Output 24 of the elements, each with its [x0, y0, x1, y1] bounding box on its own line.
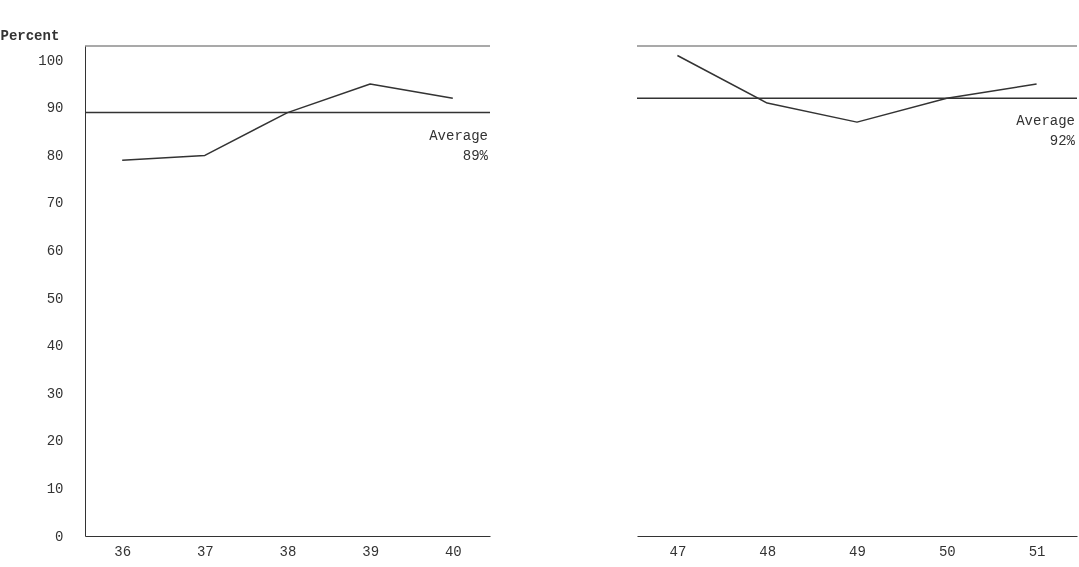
- x-tick-label: 51: [1028, 543, 1046, 560]
- y-axis-title: Percent: [0, 27, 60, 44]
- x-tick-label: 38: [279, 543, 297, 560]
- y-tick-label: 40: [46, 338, 64, 355]
- y-tick-label: 70: [46, 195, 64, 212]
- y-tick-label: 10: [46, 480, 64, 497]
- x-tick-label: 39: [362, 543, 380, 560]
- y-tick-label: 0: [55, 528, 64, 545]
- y-tick-label: 100: [38, 52, 64, 69]
- ref-line-label: Average 92%: [1016, 113, 1076, 150]
- x-tick-label: 37: [196, 543, 214, 560]
- x-tick-label: 40: [444, 543, 462, 560]
- x-tick-label: 47: [669, 543, 687, 560]
- x-tick-label: 36: [114, 543, 132, 560]
- y-tick-label: 90: [46, 100, 64, 117]
- y-tick-label: 30: [46, 385, 64, 402]
- x-tick-label: 48: [759, 543, 777, 560]
- y-tick-label: 50: [46, 290, 64, 307]
- y-tick-label: 80: [46, 147, 64, 164]
- y-tick-label: 60: [46, 243, 64, 260]
- y-tick-label: 20: [46, 433, 64, 450]
- x-tick-label: 49: [849, 543, 866, 560]
- x-tick-label: 50: [938, 543, 956, 560]
- ref-line-label: Average 89%: [429, 127, 489, 164]
